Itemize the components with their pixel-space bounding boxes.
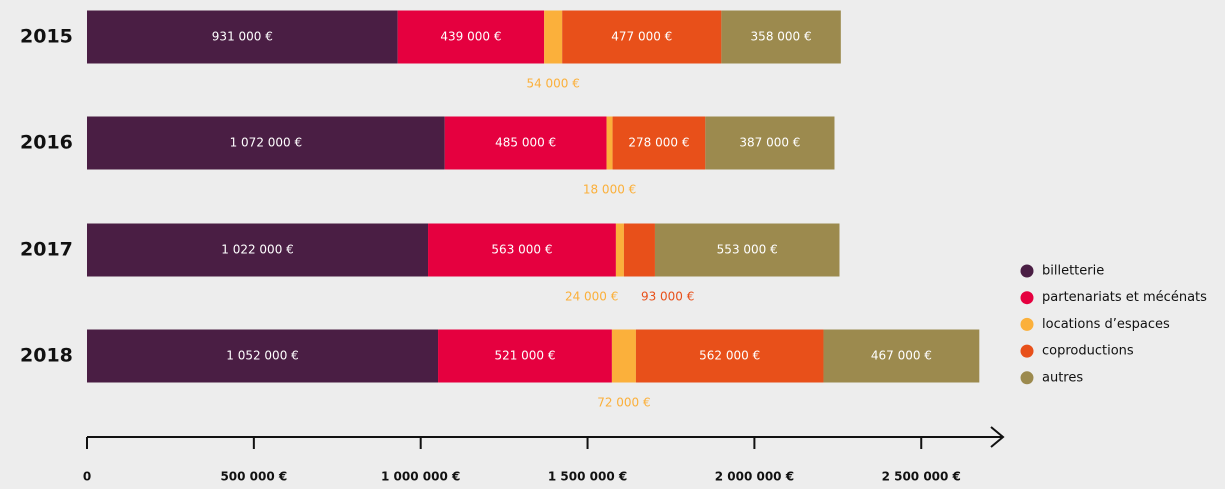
bar-segment (87, 10, 398, 64)
bar-segment (87, 116, 445, 170)
bar-segment (705, 116, 835, 170)
x-tick-label: 2 500 000 € (882, 470, 961, 484)
legend-label: partenariats et mécénats (1042, 290, 1207, 305)
value-label: 1 022 000 € (221, 243, 294, 257)
value-label: 278 000 € (628, 136, 689, 150)
value-label: 439 000 € (440, 30, 501, 44)
value-label: 521 000 € (494, 349, 555, 363)
value-label: 72 000 € (597, 396, 650, 410)
x-tick-label: 500 000 € (220, 470, 287, 484)
bar-segment (544, 10, 563, 64)
value-label: 387 000 € (739, 136, 800, 150)
bar-segment (606, 116, 613, 170)
value-label: 477 000 € (611, 30, 672, 44)
value-label: 485 000 € (495, 136, 556, 150)
x-tick-label: 1 500 000 € (548, 470, 627, 484)
bar-segment (428, 223, 616, 277)
value-label: 54 000 € (526, 77, 579, 91)
value-label: 931 000 € (212, 30, 273, 44)
bar-segment (623, 223, 655, 277)
y-tick-label: 2016 (20, 132, 73, 154)
legend-swatch (1020, 264, 1034, 278)
value-label: 1 052 000 € (226, 349, 299, 363)
legend-swatch (1020, 317, 1034, 331)
value-label: 563 000 € (491, 243, 552, 257)
legend-label: locations d’espaces (1042, 317, 1170, 332)
value-label: 358 000 € (751, 30, 812, 44)
x-tick-label: 2 000 000 € (715, 470, 794, 484)
legend-label: autres (1042, 370, 1083, 385)
bar-segment (397, 10, 545, 64)
bar-segment (635, 329, 824, 383)
bar-segment (87, 223, 429, 277)
bar-segment (721, 10, 841, 64)
legend-swatch (1020, 371, 1034, 385)
value-label: 18 000 € (583, 183, 636, 197)
bar-segment (654, 223, 840, 277)
bar-segment (612, 116, 706, 170)
y-tick-label: 2018 (20, 345, 73, 367)
bar-segment (438, 329, 612, 383)
legend-swatch (1020, 291, 1034, 305)
y-tick-label: 2017 (20, 239, 73, 261)
bar-segment (87, 329, 439, 383)
bar-segment (823, 329, 980, 383)
legend-label: billetterie (1042, 264, 1104, 279)
legend-swatch (1020, 344, 1034, 358)
value-label: 93 000 € (641, 290, 694, 304)
bar-segment (444, 116, 607, 170)
bar-segment (615, 223, 624, 277)
value-label: 562 000 € (699, 349, 760, 363)
bar-segment (611, 329, 636, 383)
y-tick-label: 2015 (20, 26, 73, 48)
bar-segment (562, 10, 722, 64)
legend-label: coproductions (1042, 344, 1134, 359)
value-label: 553 000 € (717, 243, 778, 257)
x-tick-label: 1 000 000 € (381, 470, 460, 484)
axis-arrow (990, 426, 1005, 448)
value-label: 1 072 000 € (230, 136, 303, 150)
x-tick-label: 0 (83, 470, 91, 484)
value-label: 24 000 € (565, 290, 618, 304)
value-label: 467 000 € (871, 349, 932, 363)
